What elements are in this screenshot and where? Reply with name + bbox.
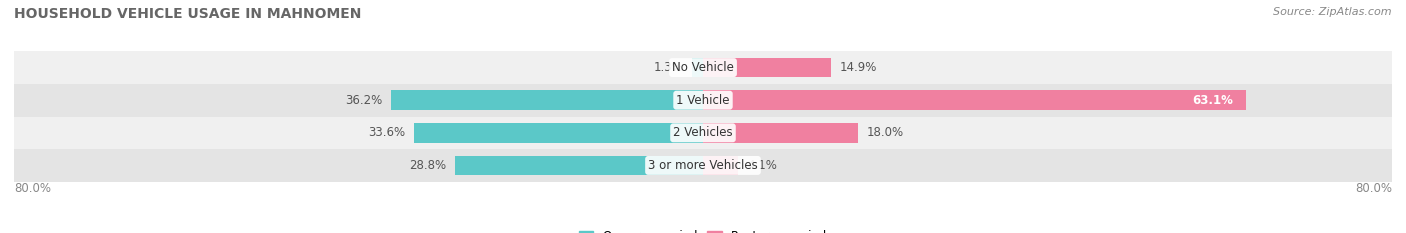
- Text: Source: ZipAtlas.com: Source: ZipAtlas.com: [1274, 7, 1392, 17]
- Bar: [703, 156, 738, 175]
- Bar: [391, 90, 703, 110]
- Text: 28.8%: 28.8%: [409, 159, 446, 172]
- Text: No Vehicle: No Vehicle: [672, 61, 734, 74]
- Text: 80.0%: 80.0%: [1355, 182, 1392, 195]
- Text: 4.1%: 4.1%: [747, 159, 776, 172]
- Text: 63.1%: 63.1%: [1192, 94, 1233, 107]
- Bar: [413, 123, 703, 143]
- Bar: [14, 149, 1392, 182]
- Text: 18.0%: 18.0%: [866, 126, 904, 139]
- Text: 2 Vehicles: 2 Vehicles: [673, 126, 733, 139]
- Bar: [703, 90, 1246, 110]
- Text: 1.3%: 1.3%: [654, 61, 683, 74]
- Text: 1 Vehicle: 1 Vehicle: [676, 94, 730, 107]
- Legend: Owner-occupied, Renter-occupied: Owner-occupied, Renter-occupied: [574, 225, 832, 233]
- Bar: [692, 58, 703, 77]
- Bar: [14, 84, 1392, 116]
- Bar: [703, 58, 831, 77]
- Bar: [456, 156, 703, 175]
- Text: HOUSEHOLD VEHICLE USAGE IN MAHNOMEN: HOUSEHOLD VEHICLE USAGE IN MAHNOMEN: [14, 7, 361, 21]
- Bar: [703, 123, 858, 143]
- Text: 36.2%: 36.2%: [346, 94, 382, 107]
- Text: 33.6%: 33.6%: [368, 126, 405, 139]
- Text: 80.0%: 80.0%: [14, 182, 51, 195]
- Bar: [14, 116, 1392, 149]
- Bar: [14, 51, 1392, 84]
- Text: 14.9%: 14.9%: [839, 61, 877, 74]
- Text: 3 or more Vehicles: 3 or more Vehicles: [648, 159, 758, 172]
